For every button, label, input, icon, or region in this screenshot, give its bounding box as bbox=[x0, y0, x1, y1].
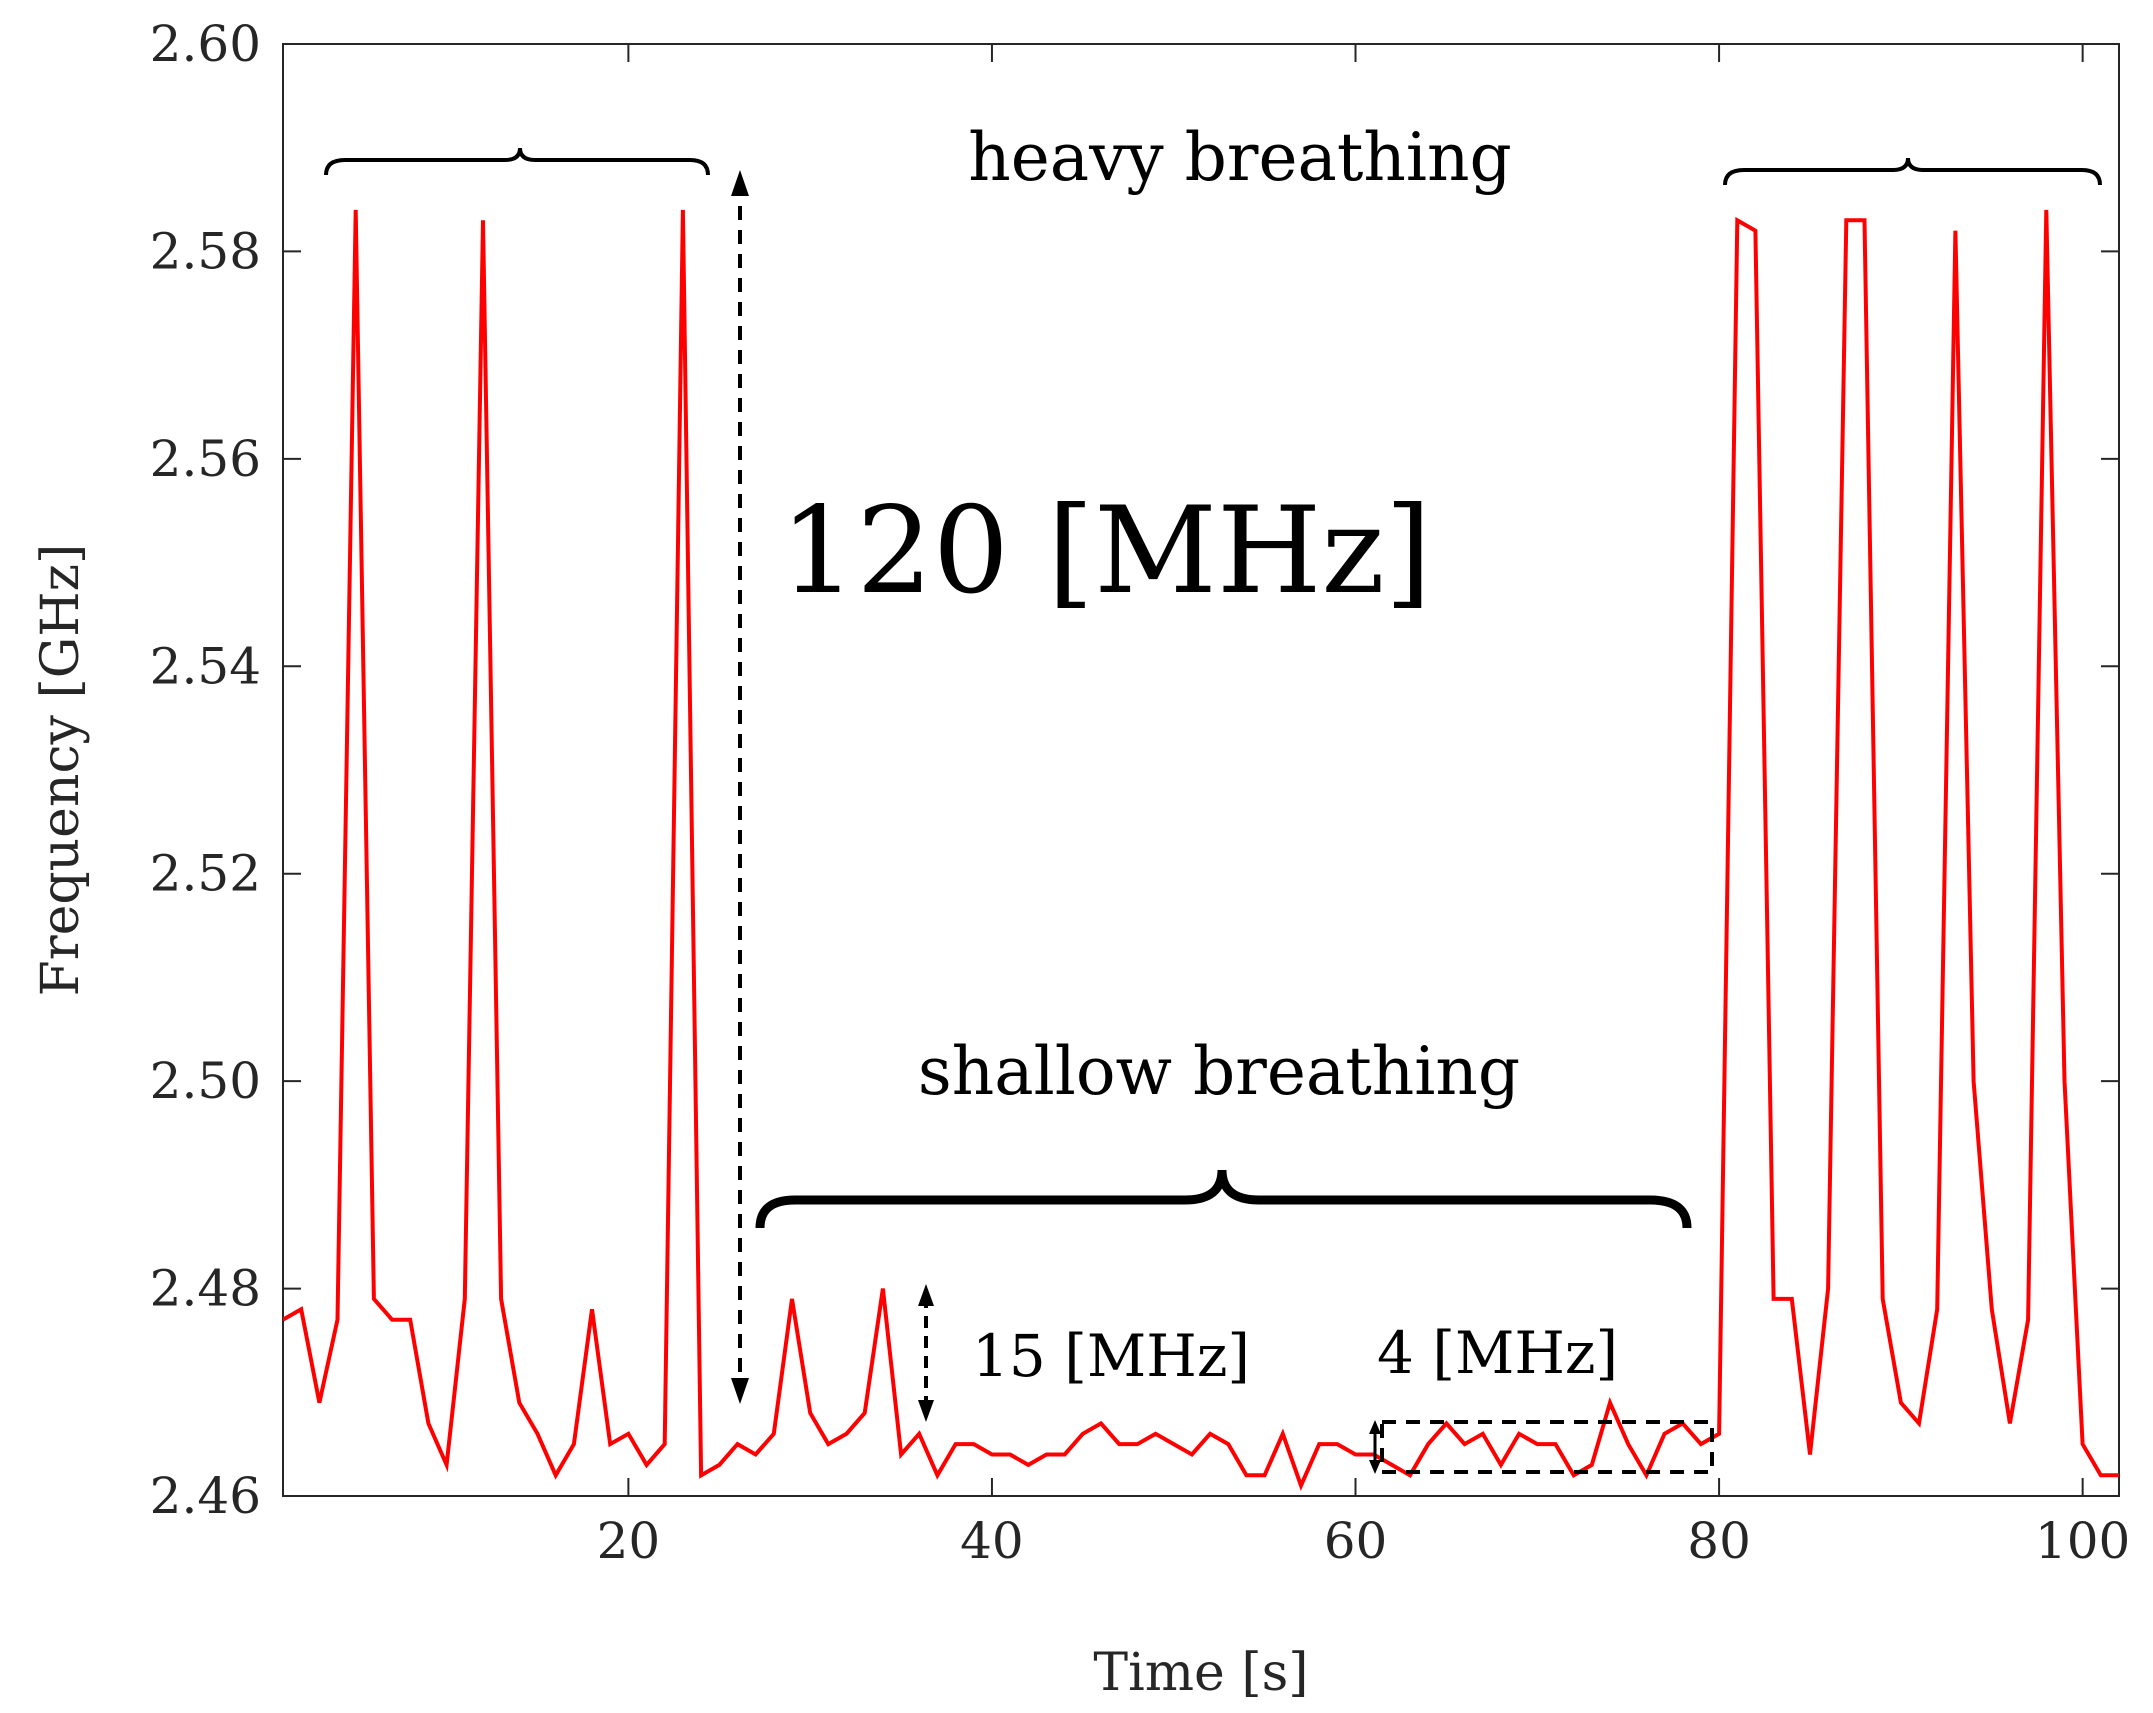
heavy-breathing-brace-right bbox=[1723, 157, 2102, 186]
y-tick-label: 2.52 bbox=[150, 845, 261, 903]
heavy-breathing-brace-left bbox=[324, 147, 710, 176]
x-axis-title: Time [s] bbox=[1093, 1643, 1308, 1703]
axis-ticks bbox=[283, 43, 2119, 1497]
x-tick-labels: 20 40 60 80 100 bbox=[597, 1512, 2131, 1570]
small-delta-box bbox=[1380, 1420, 1714, 1474]
x-tick-label: 20 bbox=[597, 1512, 661, 1570]
y-tick-label: 2.56 bbox=[150, 430, 261, 488]
y-tick-labels: 2.46 2.48 2.50 2.52 2.54 2.56 2.58 2.60 bbox=[150, 15, 261, 1525]
big-delta-arrowhead-top bbox=[731, 170, 749, 196]
y-tick-label: 2.50 bbox=[150, 1052, 261, 1110]
y-tick-label: 2.60 bbox=[150, 15, 261, 73]
y-axis-title: Frequency [GHz] bbox=[31, 544, 91, 997]
small-delta-arrowhead-bottom bbox=[1369, 1460, 1381, 1474]
mid-delta-label: 15 [MHz] bbox=[972, 1322, 1250, 1390]
small-delta-label: 4 [MHz] bbox=[1377, 1319, 1618, 1387]
y-tick-label: 2.54 bbox=[150, 637, 261, 695]
shallow-breathing-brace bbox=[755, 1169, 1692, 1229]
y-tick-label: 2.58 bbox=[150, 222, 261, 280]
series-line-frequency bbox=[283, 209, 2119, 1492]
plot-area-frame bbox=[282, 43, 2120, 1497]
mid-delta-arrowhead-top bbox=[918, 1284, 934, 1306]
x-tick-label: 40 bbox=[960, 1512, 1024, 1570]
heavy-breathing-label: heavy breathing bbox=[968, 119, 1512, 196]
x-tick-label: 100 bbox=[2035, 1512, 2130, 1570]
x-tick-label: 60 bbox=[1324, 1512, 1388, 1570]
shallow-breathing-label: shallow breathing bbox=[918, 1033, 1520, 1110]
y-tick-label: 2.48 bbox=[150, 1260, 261, 1318]
big-delta-label: 120 [MHz] bbox=[780, 482, 1432, 621]
x-tick-label: 80 bbox=[1687, 1512, 1751, 1570]
small-delta-arrowhead-top bbox=[1369, 1420, 1381, 1434]
big-delta-arrowhead-bottom bbox=[731, 1378, 749, 1404]
mid-delta-arrowhead-bottom bbox=[918, 1400, 934, 1422]
y-tick-label: 2.46 bbox=[150, 1467, 261, 1525]
